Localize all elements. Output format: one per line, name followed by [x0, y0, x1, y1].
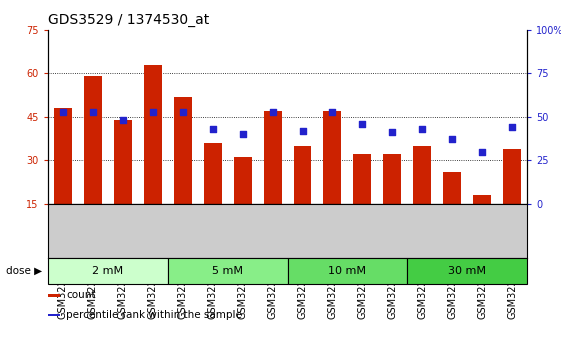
- Bar: [173, 97, 191, 204]
- Point: [58, 109, 67, 114]
- Point: [208, 126, 217, 132]
- Bar: [287, 258, 407, 284]
- Bar: [264, 111, 282, 204]
- Bar: [443, 172, 461, 204]
- Bar: [144, 65, 162, 204]
- Text: 2 mM: 2 mM: [92, 266, 123, 276]
- Point: [88, 109, 97, 114]
- Bar: [233, 157, 251, 204]
- Bar: [54, 108, 72, 204]
- Text: count: count: [66, 290, 95, 301]
- Point: [118, 118, 127, 123]
- Point: [448, 137, 457, 142]
- Point: [298, 128, 307, 133]
- Bar: [293, 146, 311, 204]
- Point: [388, 130, 397, 135]
- Point: [238, 131, 247, 137]
- Point: [178, 109, 187, 114]
- Text: GDS3529 / 1374530_at: GDS3529 / 1374530_at: [48, 12, 209, 27]
- Text: 10 mM: 10 mM: [329, 266, 366, 276]
- Bar: [503, 149, 521, 204]
- Bar: [114, 120, 132, 204]
- Bar: [413, 146, 431, 204]
- Point: [358, 121, 367, 127]
- Point: [418, 126, 427, 132]
- Point: [328, 109, 337, 114]
- Point: [478, 149, 487, 154]
- Bar: [407, 258, 527, 284]
- Bar: [324, 111, 342, 204]
- Point: [508, 124, 517, 130]
- Bar: [383, 154, 402, 204]
- Text: dose ▶: dose ▶: [6, 266, 42, 276]
- Bar: [168, 258, 287, 284]
- Point: [148, 109, 157, 114]
- Bar: [48, 258, 168, 284]
- Text: 5 mM: 5 mM: [212, 266, 243, 276]
- Text: percentile rank within the sample: percentile rank within the sample: [66, 310, 242, 320]
- Text: 30 mM: 30 mM: [448, 266, 486, 276]
- Bar: [84, 76, 102, 204]
- Bar: [48, 294, 59, 297]
- Bar: [48, 314, 59, 316]
- Bar: [204, 143, 222, 204]
- Bar: [353, 154, 371, 204]
- Point: [268, 109, 277, 114]
- Bar: [473, 195, 491, 204]
